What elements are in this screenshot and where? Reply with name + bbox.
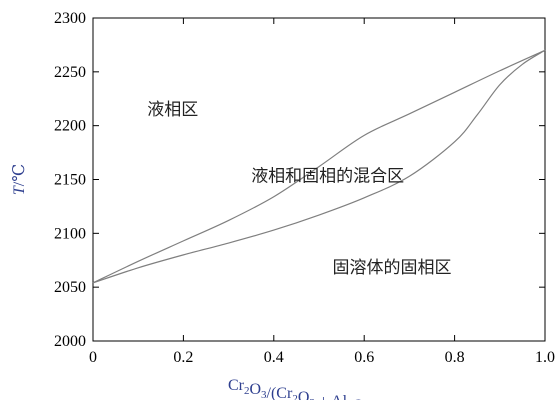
solidus-curve: [92, 49, 546, 284]
x-tick-label: 0.6: [354, 349, 374, 366]
y-tick-label: 2150: [54, 172, 86, 189]
axis-ticks: 0 0.2 0.4 0.6 0.8 1.0 2000 2050 2100 2150 2200 2250…: [54, 10, 555, 366]
y-tick-label: 2300: [54, 10, 86, 27]
region-label: 固溶体的固相区: [333, 258, 452, 278]
y-tick-label: 2000: [54, 333, 86, 350]
y-tick-label: 2250: [54, 64, 86, 81]
x-tick-label: 1.0: [535, 349, 555, 366]
x-tick-label: 0.2: [173, 349, 193, 366]
phase-curves: [92, 49, 546, 284]
x-tick-label: 0: [89, 349, 97, 366]
x-axis-title: Cr2O3/(Cr2O3 + Al2O3) (g/g): [228, 377, 410, 400]
y-axis-title: T/℃: [11, 164, 28, 195]
y-tick-label: 2100: [54, 225, 86, 242]
y-tick-label: 2050: [54, 279, 86, 296]
x-tick-label: 0.4: [264, 349, 284, 366]
region-label: 液相区: [147, 100, 198, 120]
liquidus-curve: [92, 49, 546, 284]
region-label: 液相和固相的混合区: [251, 167, 404, 187]
x-tick-label: 0.8: [445, 349, 465, 366]
y-tick-label: 2200: [54, 118, 86, 135]
